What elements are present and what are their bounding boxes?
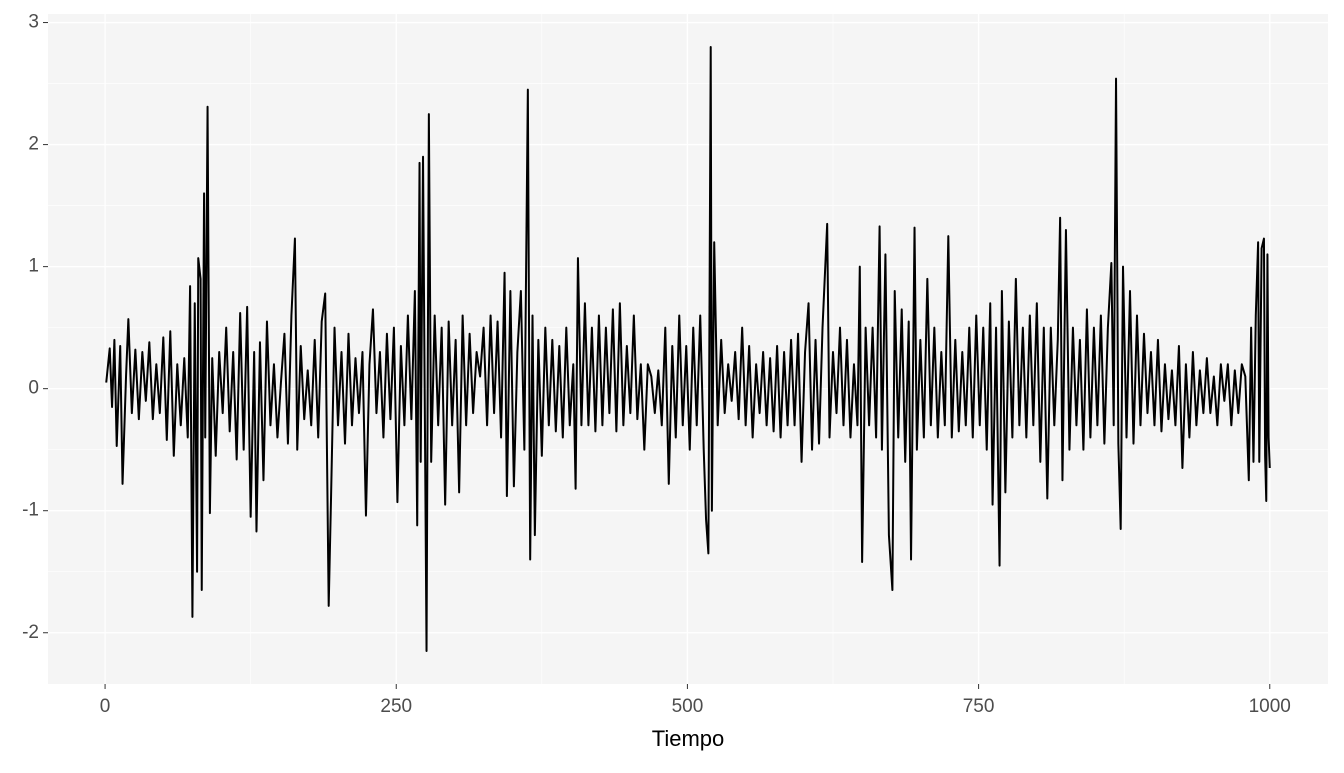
x-axis-title: Tiempo	[652, 726, 725, 751]
y-tick-label: 0	[28, 378, 39, 399]
x-tick-label: 250	[380, 696, 412, 717]
y-tick-label: 3	[28, 12, 39, 33]
x-tick-label: 750	[963, 696, 995, 717]
x-tick-label: 1000	[1249, 696, 1291, 717]
x-tick-label: 500	[672, 696, 704, 717]
x-tick-label: 0	[100, 696, 111, 717]
y-tick-label: -2	[22, 622, 39, 643]
y-tick-label: 2	[28, 134, 39, 155]
data-line	[105, 45, 1271, 653]
y-tick-label: -1	[22, 500, 39, 521]
y-tick-label: 1	[28, 256, 39, 277]
